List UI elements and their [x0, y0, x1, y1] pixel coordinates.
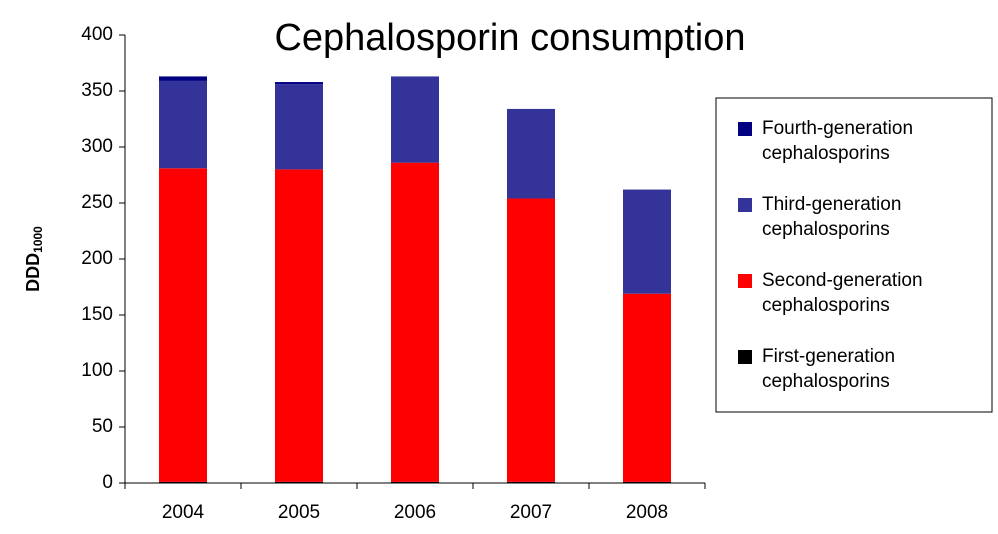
bar-segment	[623, 481, 671, 483]
legend-box	[715, 97, 993, 413]
y-axis-label: DDD1000	[23, 226, 45, 292]
bar-segment	[275, 82, 323, 85]
y-tick-label: 250	[81, 192, 113, 213]
bar-segment	[391, 162, 439, 482]
y-label-main: DDD	[23, 253, 43, 292]
bar-segment	[391, 481, 439, 483]
y-tick-label: 0	[102, 472, 113, 493]
y-tick-label: 150	[81, 304, 113, 325]
bar-segment	[159, 76, 207, 81]
legend-label: Second-generation cephalosporins	[762, 270, 923, 316]
legend-label: First-generation cephalosporins	[762, 346, 896, 392]
bar-segment	[507, 481, 555, 483]
legend-swatch	[738, 350, 752, 364]
bar-segment	[275, 169, 323, 482]
legend-label: Third-generation cephalosporins	[762, 194, 902, 240]
x-tick-label: 2008	[626, 502, 668, 523]
x-tick-label: 2005	[278, 502, 320, 523]
bar-segment	[275, 481, 323, 483]
legend-swatch	[738, 198, 752, 212]
legend-label: Fourth-generation cephalosporins	[762, 118, 914, 164]
bar-segment	[507, 108, 555, 199]
y-tick-label: 300	[81, 136, 113, 157]
bar-segment	[623, 189, 671, 294]
y-tick-label: 400	[81, 24, 113, 45]
y-label-sub: 1000	[31, 226, 45, 253]
bar-segment	[507, 198, 555, 482]
bar-segment	[391, 76, 439, 163]
y-tick-label: 100	[81, 360, 113, 381]
x-tick-label: 2007	[510, 502, 552, 523]
bar-segment	[159, 481, 207, 483]
x-tick-label: 2004	[162, 502, 205, 523]
bar-segment	[275, 84, 323, 170]
chart-title: Cephalosporin consumption	[274, 17, 745, 59]
bar-segment	[159, 168, 207, 482]
legend-swatch	[738, 122, 752, 136]
y-tick-label: 50	[92, 416, 113, 437]
y-tick-label: 200	[81, 248, 113, 269]
legend-swatch	[738, 274, 752, 288]
y-tick-label: 350	[81, 80, 113, 101]
bar-segment	[623, 293, 671, 482]
bar-segment	[159, 80, 207, 169]
x-tick-label: 2006	[394, 502, 436, 523]
